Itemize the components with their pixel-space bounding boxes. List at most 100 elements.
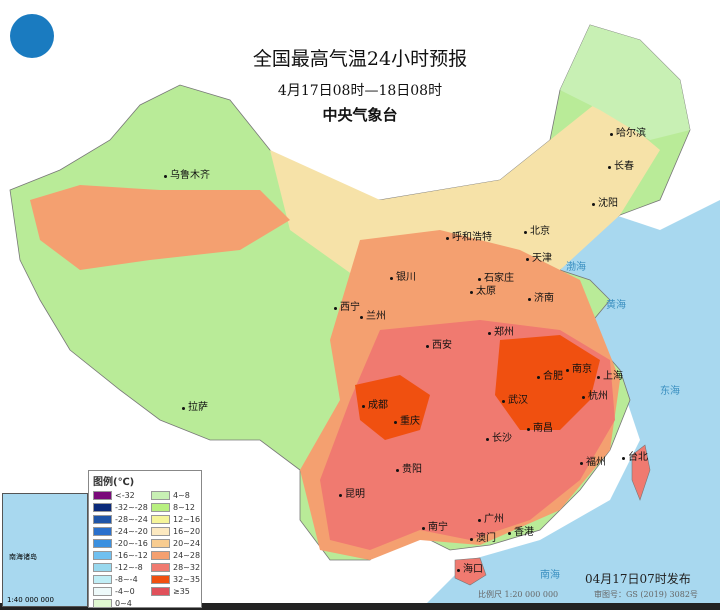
legend-label: -28~-24: [115, 515, 148, 524]
legend-label: 0~4: [115, 599, 132, 608]
city-label: 南昌: [527, 423, 553, 434]
legend-item: 32~35: [151, 574, 203, 585]
zone-32-35-east: [495, 335, 600, 430]
city-label: 西宁: [334, 302, 360, 313]
legend-label: <-32: [115, 491, 135, 500]
legend-label: -20~-16: [115, 539, 148, 548]
city-label: 上海: [597, 371, 623, 382]
cma-logo: [10, 14, 54, 58]
legend-label: -4~0: [115, 587, 135, 596]
city-label: 贵阳: [396, 464, 422, 475]
legend-item: 20~24: [151, 538, 203, 549]
city-label: 南宁: [422, 522, 448, 533]
city-label: 成都: [362, 400, 388, 411]
map-title: 全国最高气温24小时预报: [252, 48, 468, 70]
legend-item: 0~4: [93, 598, 151, 609]
legend-swatch: [151, 575, 170, 584]
legend-swatch: [151, 551, 170, 560]
city-label: 银川: [390, 272, 416, 283]
city-label: 广州: [478, 514, 504, 525]
sea-area: [420, 200, 720, 610]
city-label: 重庆: [394, 416, 420, 427]
legend-label: 32~35: [173, 575, 201, 584]
legend-item: -24~-20: [93, 526, 151, 537]
city-label: 福州: [580, 457, 606, 468]
legend-label: -16~-12: [115, 551, 148, 560]
legend-item: -20~-16: [93, 538, 151, 549]
legend-swatch: [93, 491, 112, 500]
legend-label: 28~32: [173, 563, 201, 572]
city-label: 杭州: [582, 391, 608, 402]
legend-swatch: [93, 539, 112, 548]
city-label: 乌鲁木齐: [164, 170, 210, 181]
zone-xinjiang-hot: [30, 185, 290, 270]
city-label: 合肥: [537, 371, 563, 382]
city-label: 哈尔滨: [610, 128, 646, 139]
legend-label: 24~28: [173, 551, 201, 560]
sea-label: 东海: [660, 386, 680, 397]
issue-time: 04月17日07时发布: [585, 572, 691, 586]
city-label: 南京: [566, 364, 592, 375]
legend-swatch: [151, 587, 170, 596]
agency-name: 中央气象台: [322, 106, 398, 124]
legend-item: 24~28: [151, 550, 203, 561]
city-label: 台北: [622, 452, 648, 463]
legend-swatch: [93, 599, 112, 608]
legend-label: 20~24: [173, 539, 201, 548]
hainan: [454, 557, 487, 586]
city-label: 太原: [470, 286, 496, 297]
legend-item: -32~-28: [93, 502, 151, 513]
city-label: 昆明: [339, 489, 365, 500]
legend-swatch: [93, 551, 112, 560]
city-label: 天津: [526, 253, 552, 264]
legend-label: -8~-4: [115, 575, 138, 584]
city-label: 长春: [608, 161, 634, 172]
city-label: 西安: [426, 340, 452, 351]
city-label: 北京: [524, 226, 550, 237]
zone-north-east: [560, 25, 690, 140]
sea-label: 渤海: [566, 262, 586, 273]
map-scale: 比例尺 1:20 000 000: [478, 590, 559, 599]
legend-label: 4~8: [173, 491, 190, 500]
city-label: 拉萨: [182, 402, 208, 413]
south-china-sea-inset: 南海诸岛 1:40 000 000: [2, 493, 88, 607]
city-label: 澳门: [470, 533, 496, 544]
legend-swatch: [93, 563, 112, 572]
inset-label: 南海诸岛: [9, 553, 37, 561]
city-label: 郑州: [488, 327, 514, 338]
legend-title: 图例(℃): [93, 477, 135, 488]
legend-swatch: [151, 527, 170, 536]
city-label: 济南: [528, 293, 554, 304]
legend-item: -12~-8: [93, 562, 151, 573]
legend-swatch: [93, 527, 112, 536]
legend-item: <-32: [93, 490, 151, 501]
legend-item: -4~0: [93, 586, 151, 597]
city-label: 兰州: [360, 311, 386, 322]
sea-label: 黄海: [606, 300, 626, 311]
legend-swatch: [151, 539, 170, 548]
inset-scale: 1:40 000 000: [7, 596, 54, 604]
legend-label: -24~-20: [115, 527, 148, 536]
legend-item: -8~-4: [93, 574, 151, 585]
legend-item: -16~-12: [93, 550, 151, 561]
review-number: 审图号：GS (2019) 3082号: [594, 590, 698, 599]
legend-label: ≥35: [173, 587, 190, 596]
legend-swatch: [151, 491, 170, 500]
legend-item: 28~32: [151, 562, 203, 573]
legend-swatch: [93, 503, 112, 512]
city-label: 武汉: [502, 395, 528, 406]
forecast-period: 4月17日08时—18日08时: [277, 83, 443, 99]
legend-item: -28~-24: [93, 514, 151, 525]
legend-swatch: [93, 587, 112, 596]
legend-label: 12~16: [173, 515, 201, 524]
city-label: 香港: [508, 527, 534, 538]
legend-item: 4~8: [151, 490, 203, 501]
legend-item: ≥35: [151, 586, 203, 597]
legend-swatch: [151, 563, 170, 572]
legend-item: 12~16: [151, 514, 203, 525]
city-label: 石家庄: [478, 273, 514, 284]
legend: 图例(℃) <-32 4~8 -32~-28 8~12 -28~-24 12~16 -24~…: [88, 470, 202, 608]
legend-label: 16~20: [173, 527, 201, 536]
legend-swatch: [151, 503, 170, 512]
